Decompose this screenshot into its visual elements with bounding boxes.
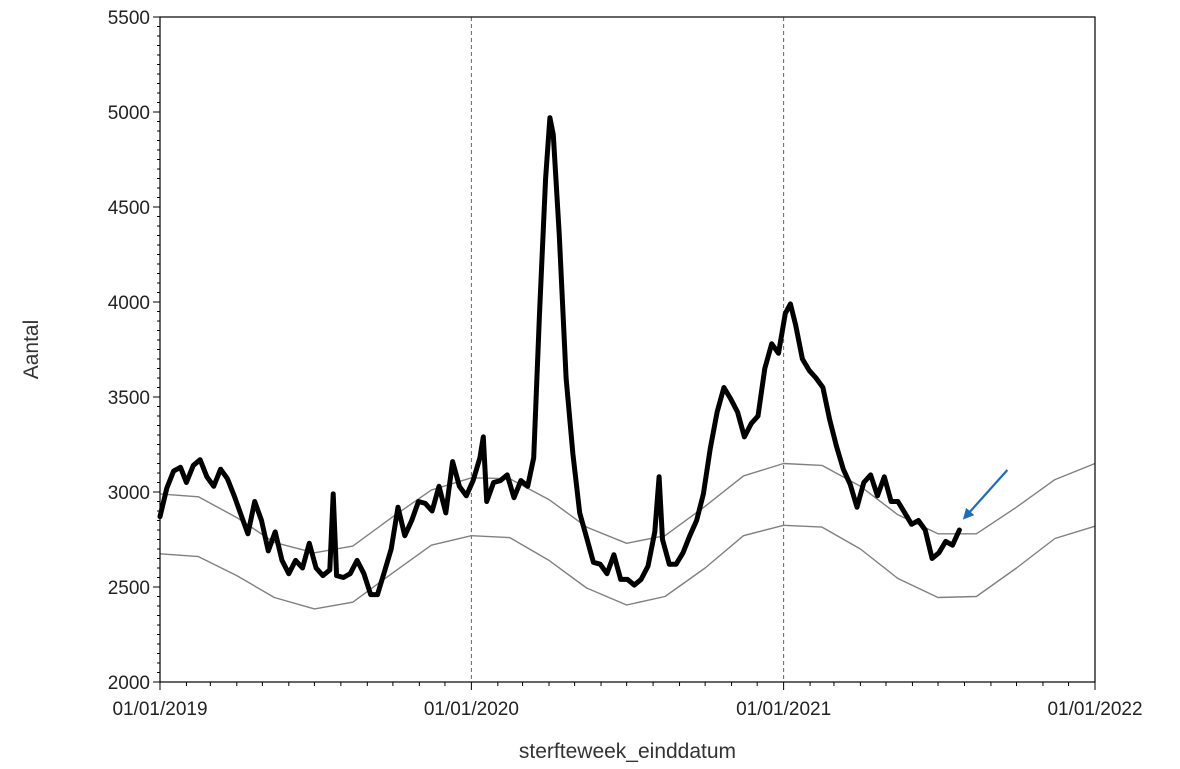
annotations (962, 469, 1009, 520)
y-tick-label-5: 4500 (108, 198, 150, 219)
x-tick-label-1: 01/01/2020 (424, 699, 519, 720)
x-axis-ticks: 01/01/2019 01/01/2020 01/01/2021 01/01/2022 (112, 682, 1143, 720)
x-tick-label-0: 01/01/2019 (112, 699, 207, 720)
y-axis-title: Aantal (20, 320, 43, 380)
band-line-1 (159, 524, 1096, 610)
y-tick-label-0: 2000 (108, 673, 150, 694)
x-axis-title: sterfteweek_einddatum (519, 740, 736, 763)
y-tick-label-7: 5500 (108, 8, 150, 29)
y-tick-label-3: 3500 (108, 388, 150, 409)
y-tick-label-2: 3000 (108, 483, 150, 504)
main-series (157, 115, 962, 598)
y-tick-label-1: 2500 (108, 578, 150, 599)
y-tick-label-6: 5000 (108, 103, 150, 124)
annotation-arrow-0 (962, 469, 1009, 520)
observed-line (157, 115, 962, 598)
y-axis-ticks: 2000 2500 3000 3500 4000 4500 5000 5500 (108, 8, 160, 694)
x-tick-label-3: 01/01/2022 (1047, 699, 1142, 720)
x-tick-label-2: 01/01/2021 (736, 699, 831, 720)
y-tick-label-4: 4000 (108, 293, 150, 314)
